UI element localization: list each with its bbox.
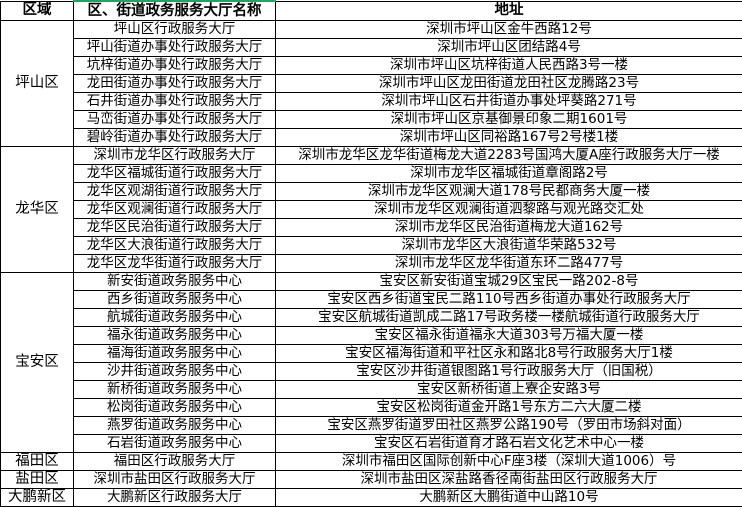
table-row: 福田区福田区行政服务大厅深圳市福田区国际创新中心F座3楼（深圳大道1006）号 bbox=[1, 453, 742, 471]
address-cell[interactable]: 宝安区福永街道福永大道303号万福大厦一楼 bbox=[276, 327, 742, 345]
hall-name-cell[interactable]: 燕罗街道政务服务中心 bbox=[74, 417, 276, 435]
address-cell[interactable]: 宝安区新桥街道上寮企安路3号 bbox=[276, 381, 742, 399]
hall-name-cell[interactable]: 深圳市龙华区行政服务大厅 bbox=[74, 147, 276, 165]
address-cell[interactable]: 深圳市龙华区观澜街道泗黎路与观光路交汇处 bbox=[276, 201, 742, 219]
hall-name-cell[interactable]: 新桥街道政务服务中心 bbox=[74, 381, 276, 399]
table-row: 宝安区新安街道政务服务中心宝安区新安街道宝城29区宝民一路202-8号 bbox=[1, 273, 742, 291]
hall-name-cell[interactable]: 松岗街道政务服务中心 bbox=[74, 399, 276, 417]
hall-name-cell[interactable]: 龙田街道办事处行政服务大厅 bbox=[74, 75, 276, 93]
address-cell[interactable]: 深圳市龙华区龙华街道东环二路477号 bbox=[276, 255, 742, 273]
address-cell[interactable]: 宝安区石岩街道育才路石岩文化艺术中心一楼 bbox=[276, 435, 742, 453]
address-cell[interactable]: 深圳市坪山区金牛西路12号 bbox=[276, 21, 742, 39]
address-cell[interactable]: 深圳市坪山区龙田街道龙田社区龙腾路23号 bbox=[276, 75, 742, 93]
hall-name-cell[interactable]: 龙华区龙华街道行政服务大厅 bbox=[74, 255, 276, 273]
address-cell[interactable]: 宝安区航城街道凯成二路17号政务楼一楼航城街道行政服务大厅 bbox=[276, 309, 742, 327]
hall-name-cell[interactable]: 龙华区民治街道行政服务大厅 bbox=[74, 219, 276, 237]
address-cell[interactable]: 深圳市坪山区京基御景印象二期1601号 bbox=[276, 111, 742, 129]
address-cell[interactable]: 深圳市坪山区同裕路167号2号楼1楼 bbox=[276, 129, 742, 147]
address-cell[interactable]: 深圳市福田区国际创新中心F座3楼（深圳大道1006）号 bbox=[276, 453, 742, 471]
region-cell[interactable]: 龙华区 bbox=[1, 147, 74, 273]
address-cell[interactable]: 宝安区西乡街道宝民二路110号西乡街道办事处行政服务大厅 bbox=[276, 291, 742, 309]
header-region[interactable]: 区域 bbox=[1, 1, 74, 21]
address-cell[interactable]: 宝安区沙井街道银图路1号行政服务大厅（旧国税） bbox=[276, 363, 742, 381]
table-row: 龙华区大浪街道行政服务大厅深圳市龙华区大浪街道华荣路532号 bbox=[1, 237, 742, 255]
hall-name-cell[interactable]: 航城街道政务服务中心 bbox=[74, 309, 276, 327]
table-row: 龙华区福城街道行政服务大厅深圳市龙华区福城街道章阁路2号 bbox=[1, 165, 742, 183]
table-row: 燕罗街道政务服务中心宝安区燕罗街道罗田社区燕罗公路190号（罗田市场斜对面） bbox=[1, 417, 742, 435]
hall-name-cell[interactable]: 深圳市盐田区行政服务大厅 bbox=[74, 471, 276, 489]
table-row: 沙井街道政务服务中心宝安区沙井街道银图路1号行政服务大厅（旧国税） bbox=[1, 363, 742, 381]
address-cell[interactable]: 深圳市坪山区坑梓街道人民西路3号一楼 bbox=[276, 57, 742, 75]
hall-name-cell[interactable]: 坑梓街道办事处行政服务大厅 bbox=[74, 57, 276, 75]
hall-name-cell[interactable]: 坪山街道办事处行政服务大厅 bbox=[74, 39, 276, 57]
table-row: 龙华区龙华街道行政服务大厅深圳市龙华区龙华街道东环二路477号 bbox=[1, 255, 742, 273]
table-row: 新桥街道政务服务中心宝安区新桥街道上寮企安路3号 bbox=[1, 381, 742, 399]
hall-name-cell[interactable]: 西乡街道政务服务中心 bbox=[74, 291, 276, 309]
table-row: 坑梓街道办事处行政服务大厅深圳市坪山区坑梓街道人民西路3号一楼 bbox=[1, 57, 742, 75]
table-row: 航城街道政务服务中心宝安区航城街道凯成二路17号政务楼一楼航城街道行政服务大厅 bbox=[1, 309, 742, 327]
hall-name-cell[interactable]: 马峦街道办事处行政服务大厅 bbox=[74, 111, 276, 129]
address-cell[interactable]: 深圳市龙华区大浪街道华荣路532号 bbox=[276, 237, 742, 255]
header-address[interactable]: 地址 bbox=[276, 1, 742, 21]
hall-name-cell[interactable]: 龙华区福城街道行政服务大厅 bbox=[74, 165, 276, 183]
address-cell[interactable]: 深圳市龙华区观澜大道178号民都商务大厦一楼 bbox=[276, 183, 742, 201]
table-row: 坪山街道办事处行政服务大厅深圳市坪山区团结路4号 bbox=[1, 39, 742, 57]
hall-name-cell[interactable]: 石岩街道政务服务中心 bbox=[74, 435, 276, 453]
table-body: 坪山区坪山区行政服务大厅深圳市坪山区金牛西路12号坪山街道办事处行政服务大厅深圳… bbox=[1, 21, 742, 507]
table-row: 坪山区坪山区行政服务大厅深圳市坪山区金牛西路12号 bbox=[1, 21, 742, 39]
hall-name-cell[interactable]: 新安街道政务服务中心 bbox=[74, 273, 276, 291]
header-name[interactable]: 区、街道政务服务大厅名称 bbox=[74, 1, 276, 21]
table-row: 福永街道政务服务中心宝安区福永街道福永大道303号万福大厦一楼 bbox=[1, 327, 742, 345]
hall-name-cell[interactable]: 大鹏新区行政服务大厅 bbox=[74, 489, 276, 507]
hall-name-cell[interactable]: 龙华区大浪街道行政服务大厅 bbox=[74, 237, 276, 255]
hall-name-cell[interactable]: 坪山区行政服务大厅 bbox=[74, 21, 276, 39]
hall-name-cell[interactable]: 沙井街道政务服务中心 bbox=[74, 363, 276, 381]
table-row: 龙华区深圳市龙华区行政服务大厅深圳市龙华区龙华街道梅龙大道2283号国鸿大厦A座… bbox=[1, 147, 742, 165]
address-cell[interactable]: 宝安区松岗街道金开路1号东方二六大厦二楼 bbox=[276, 399, 742, 417]
address-cell[interactable]: 宝安区福海街道和平社区永和路北8号行政服务大厅1楼 bbox=[276, 345, 742, 363]
table-row: 大鹏新区大鹏新区行政服务大厅大鹏新区大鹏街道中山路10号 bbox=[1, 489, 742, 507]
region-cell[interactable]: 福田区 bbox=[1, 453, 74, 471]
address-cell[interactable]: 深圳市龙华区龙华街道梅龙大道2283号国鸿大厦A座行政服务大厅一楼 bbox=[276, 147, 742, 165]
table-row: 龙华区民治街道行政服务大厅深圳市龙华区民治街道梅龙大道162号 bbox=[1, 219, 742, 237]
region-cell[interactable]: 盐田区 bbox=[1, 471, 74, 489]
hall-name-cell[interactable]: 龙华区观澜街道行政服务大厅 bbox=[74, 201, 276, 219]
hall-name-cell[interactable]: 福海街道政务服务中心 bbox=[74, 345, 276, 363]
table-row: 福海街道政务服务中心宝安区福海街道和平社区永和路北8号行政服务大厅1楼 bbox=[1, 345, 742, 363]
hall-name-cell[interactable]: 福永街道政务服务中心 bbox=[74, 327, 276, 345]
table-row: 碧岭街道办事处行政服务大厅深圳市坪山区同裕路167号2号楼1楼 bbox=[1, 129, 742, 147]
address-cell[interactable]: 深圳市龙华区福城街道章阁路2号 bbox=[276, 165, 742, 183]
region-cell[interactable]: 大鹏新区 bbox=[1, 489, 74, 507]
table-row: 龙华区观澜街道行政服务大厅深圳市龙华区观澜街道泗黎路与观光路交汇处 bbox=[1, 201, 742, 219]
header-row: 区域 区、街道政务服务大厅名称 地址 bbox=[1, 1, 742, 21]
address-cell[interactable]: 宝安区燕罗街道罗田社区燕罗公路190号（罗田市场斜对面） bbox=[276, 417, 742, 435]
region-cell[interactable]: 坪山区 bbox=[1, 21, 74, 147]
table-row: 石岩街道政务服务中心宝安区石岩街道育才路石岩文化艺术中心一楼 bbox=[1, 435, 742, 453]
region-cell[interactable]: 宝安区 bbox=[1, 273, 74, 453]
table-row: 松岗街道政务服务中心宝安区松岗街道金开路1号东方二六大厦二楼 bbox=[1, 399, 742, 417]
table-row: 龙田街道办事处行政服务大厅深圳市坪山区龙田街道龙田社区龙腾路23号 bbox=[1, 75, 742, 93]
address-cell[interactable]: 大鹏新区大鹏街道中山路10号 bbox=[276, 489, 742, 507]
address-cell[interactable]: 深圳市盐田区深盐路香径南街盐田区行政服务大厅 bbox=[276, 471, 742, 489]
hall-name-cell[interactable]: 碧岭街道办事处行政服务大厅 bbox=[74, 129, 276, 147]
table-row: 马峦街道办事处行政服务大厅深圳市坪山区京基御景印象二期1601号 bbox=[1, 111, 742, 129]
table-row: 盐田区深圳市盐田区行政服务大厅深圳市盐田区深盐路香径南街盐田区行政服务大厅 bbox=[1, 471, 742, 489]
hall-name-cell[interactable]: 福田区行政服务大厅 bbox=[74, 453, 276, 471]
hall-name-cell[interactable]: 龙华区观湖街道行政服务大厅 bbox=[74, 183, 276, 201]
address-cell[interactable]: 深圳市坪山区石井街道办事处坪葵路271号 bbox=[276, 93, 742, 111]
table-row: 龙华区观湖街道行政服务大厅深圳市龙华区观澜大道178号民都商务大厦一楼 bbox=[1, 183, 742, 201]
address-cell[interactable]: 深圳市坪山区团结路4号 bbox=[276, 39, 742, 57]
table-row: 石井街道办事处行政服务大厅深圳市坪山区石井街道办事处坪葵路271号 bbox=[1, 93, 742, 111]
address-cell[interactable]: 宝安区新安街道宝城29区宝民一路202-8号 bbox=[276, 273, 742, 291]
table-row: 西乡街道政务服务中心宝安区西乡街道宝民二路110号西乡街道办事处行政服务大厅 bbox=[1, 291, 742, 309]
hall-name-cell[interactable]: 石井街道办事处行政服务大厅 bbox=[74, 93, 276, 111]
address-cell[interactable]: 深圳市龙华区民治街道梅龙大道162号 bbox=[276, 219, 742, 237]
